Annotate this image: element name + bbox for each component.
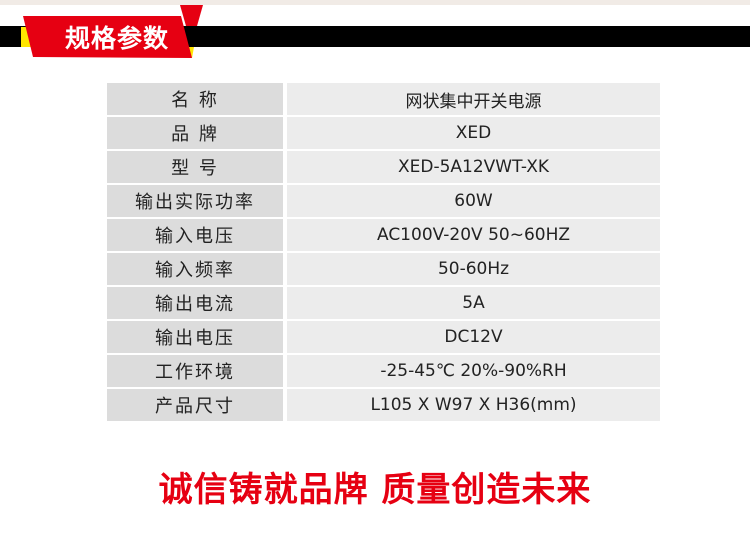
spec-row: 产品尺寸 L105 X W97 X H36(mm) <box>107 389 660 421</box>
spec-table: 名 称网状集中开关电源品 牌 XED 型 号 XED-5A12VWT-XK 输出实际功率… <box>107 83 660 423</box>
spec-label: 输出实际功率 <box>107 185 283 217</box>
spec-value: L105 X W97 X H36(mm) <box>287 389 660 421</box>
spec-row: 名 称网状集中开关电源 <box>107 83 660 115</box>
top-strip <box>0 0 750 5</box>
spec-label: 名 称 <box>107 83 283 115</box>
spec-label: 输入频率 <box>107 253 283 285</box>
spec-row: 输出电流 5A <box>107 287 660 319</box>
spec-value: 50-60Hz <box>287 253 660 285</box>
spec-row: 品 牌 XED <box>107 117 660 149</box>
spec-row: 输出实际功率 60W <box>107 185 660 217</box>
spec-value: 60W <box>287 185 660 217</box>
spec-row: 输出电压 DC12V <box>107 321 660 353</box>
spec-label: 工作环境 <box>107 355 283 387</box>
spec-value: 网状集中开关电源 <box>287 83 660 115</box>
slogan: 诚信铸就品牌 质量创造未来 <box>158 470 592 510</box>
spec-value: AC100V-20V 50~60HZ <box>287 219 660 251</box>
spec-row: 型 号 XED-5A12VWT-XK <box>107 151 660 183</box>
spec-value: -25-45℃ 20%-90%RH <box>287 355 660 387</box>
spec-label: 产品尺寸 <box>107 389 283 421</box>
spec-row: 输入频率 50-60Hz <box>107 253 660 285</box>
title-banner <box>21 5 203 58</box>
spec-value: DC12V <box>287 321 660 353</box>
spec-value: 5A <box>287 287 660 319</box>
spec-label: 品 牌 <box>107 117 283 149</box>
spec-row: 工作环境 -25-45℃ 20%-90%RH <box>107 355 660 387</box>
spec-label: 输出电压 <box>107 321 283 353</box>
spec-label: 输入电压 <box>107 219 283 251</box>
spec-label: 型 号 <box>107 151 283 183</box>
spec-row: 输入电压 AC100V-20V 50~60HZ <box>107 219 660 251</box>
section-title: 规格参数 <box>64 24 169 53</box>
spec-value: XED-5A12VWT-XK <box>287 151 660 183</box>
spec-value: XED <box>287 117 660 149</box>
spec-label: 输出电流 <box>107 287 283 319</box>
